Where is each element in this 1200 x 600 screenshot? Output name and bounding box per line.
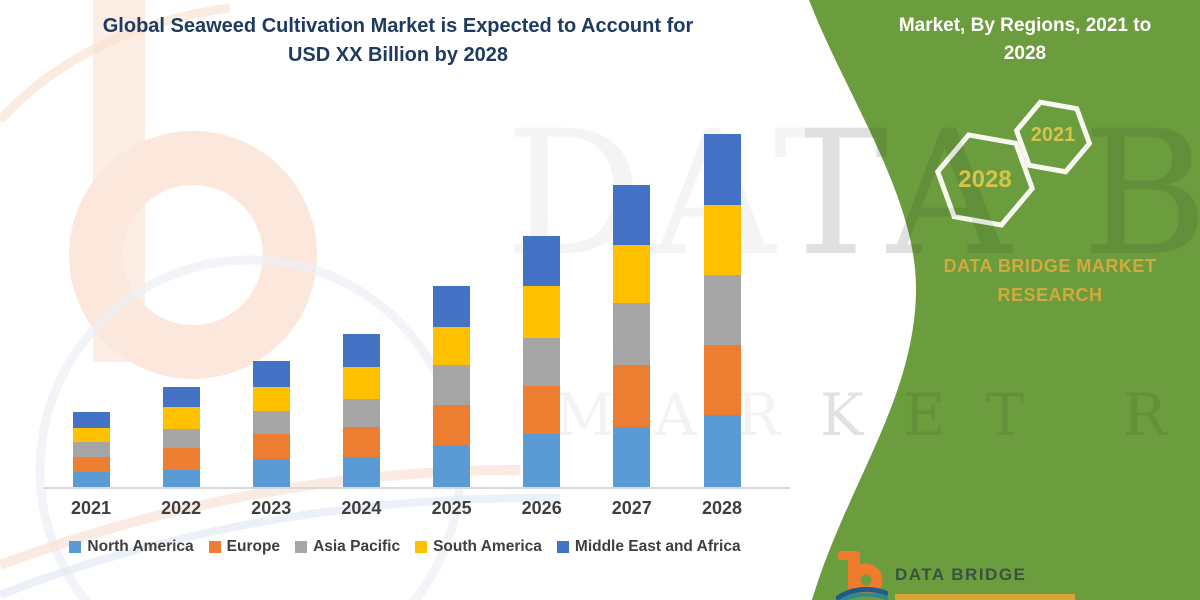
bar-2027-middle-east-and-africa: [613, 185, 651, 245]
stacked-bar-chart: 2021 2022 2023 2024 2025 2026 2027 2028: [44, 134, 790, 518]
footer-brand-name: DATA BRIDGE: [895, 565, 1027, 584]
legend-item-europe: Europe: [208, 538, 281, 556]
bar-2028-middle-east-and-africa: [703, 134, 741, 205]
bar-2026-north-america: [523, 434, 561, 487]
bar-2022-north-america: [162, 470, 200, 487]
bar-2028-north-america: [703, 415, 741, 487]
bar-2026-europe: [523, 386, 561, 434]
bar-2023-south-america: [252, 387, 290, 411]
legend-swatch-icon: [415, 541, 428, 553]
bar-2025-europe: [433, 405, 471, 445]
side-panel-heading-line2: 2028: [1003, 43, 1047, 64]
bar-2026-south-america: [523, 286, 561, 338]
bar-2024-south-america: [342, 367, 380, 399]
chart-title: Global Seaweed Cultivation Market is Exp…: [38, 12, 758, 70]
bar-2027-asia-pacific: [613, 303, 651, 365]
side-panel-heading: Market, By Regions, 2021 to 2028: [858, 12, 1192, 68]
bar-2023-north-america: [252, 459, 290, 487]
bar-2025-middle-east-and-africa: [433, 286, 471, 327]
bar-2024-middle-east-and-africa: [342, 334, 380, 367]
bar-2025-asia-pacific: [433, 365, 471, 405]
bar-2021-north-america: [72, 472, 110, 487]
legend-label: North America: [87, 538, 194, 555]
legend-swatch-icon: [69, 541, 82, 553]
legend-swatch-icon: [556, 541, 569, 553]
legend-swatch-icon: [208, 541, 221, 553]
legend-item-south-america: South America: [415, 538, 542, 556]
brand-name-block: DATA BRIDGE MARKET RESEARCH: [895, 252, 1200, 310]
hexagon-2028-outline: [934, 132, 1036, 228]
x-axis-label-2027: 2027: [611, 498, 652, 518]
x-axis-label-2025: 2025: [431, 498, 472, 518]
bar-2028-europe: [703, 345, 741, 415]
bar-2022-asia-pacific: [162, 429, 200, 448]
brand-line2: RESEARCH: [997, 285, 1103, 305]
bar-2026-middle-east-and-africa: [523, 236, 561, 286]
legend-label: South America: [433, 538, 542, 555]
side-panel-heading-line1: Market, By Regions, 2021 to: [898, 15, 1152, 36]
chart-title-line2: USD XX Billion by 2028: [287, 44, 509, 66]
footer-brand-underline: [895, 594, 1075, 600]
bar-2028-south-america: [703, 205, 741, 275]
bar-2027-europe: [613, 365, 651, 427]
hexagon-label-2021: 2021: [1030, 124, 1076, 146]
legend-item-asia-pacific: Asia Pacific: [295, 538, 400, 556]
bar-2025-south-america: [433, 327, 471, 365]
x-axis-line: [44, 487, 790, 489]
bar-2023-asia-pacific: [252, 411, 290, 434]
chart-title-line1: Global Seaweed Cultivation Market is Exp…: [102, 15, 694, 37]
bar-2021-asia-pacific: [72, 442, 110, 457]
bar-2024-asia-pacific: [342, 399, 380, 427]
bar-2022-europe: [162, 448, 200, 470]
chart-legend: North America Europe Asia Pacific South Ame…: [10, 538, 800, 556]
bar-2024-north-america: [342, 457, 380, 487]
bar-2023-europe: [252, 434, 290, 459]
bar-2028-asia-pacific: [703, 275, 741, 345]
legend-label: Europe: [226, 538, 281, 555]
legend-item-north-america: North America: [69, 538, 194, 556]
x-axis-label-2024: 2024: [341, 498, 382, 518]
x-axis-label-2022: 2022: [161, 498, 202, 518]
bar-2025-north-america: [433, 445, 471, 487]
bar-2022-middle-east-and-africa: [162, 387, 200, 407]
legend-label: Asia Pacific: [313, 538, 401, 555]
legend-swatch-icon: [295, 541, 308, 553]
bar-2023-middle-east-and-africa: [252, 361, 290, 387]
x-axis-label-2023: 2023: [251, 498, 292, 518]
bar-2021-europe: [72, 457, 110, 472]
x-axis-label-2026: 2026: [521, 498, 562, 518]
bar-2022-south-america: [162, 407, 200, 429]
legend-item-middle-east-and-africa: Middle East and Africa: [556, 538, 741, 556]
bar-2021-south-america: [72, 428, 110, 442]
legend-label: Middle East and Africa: [574, 538, 741, 555]
hexagon-2021-outline: [1013, 99, 1093, 175]
x-axis-label-2021: 2021: [70, 498, 112, 518]
brand-line1: DATA BRIDGE MARKET: [943, 256, 1157, 276]
hexagon-label-2028: 2028: [958, 166, 1012, 193]
bar-2027-north-america: [613, 427, 651, 487]
bar-2026-asia-pacific: [523, 338, 561, 386]
bar-2024-europe: [342, 427, 380, 457]
bar-2027-south-america: [613, 245, 651, 303]
x-axis-label-2028: 2028: [701, 498, 743, 518]
bar-2021-middle-east-and-africa: [72, 412, 110, 428]
data-bridge-logo-icon: [836, 551, 888, 600]
